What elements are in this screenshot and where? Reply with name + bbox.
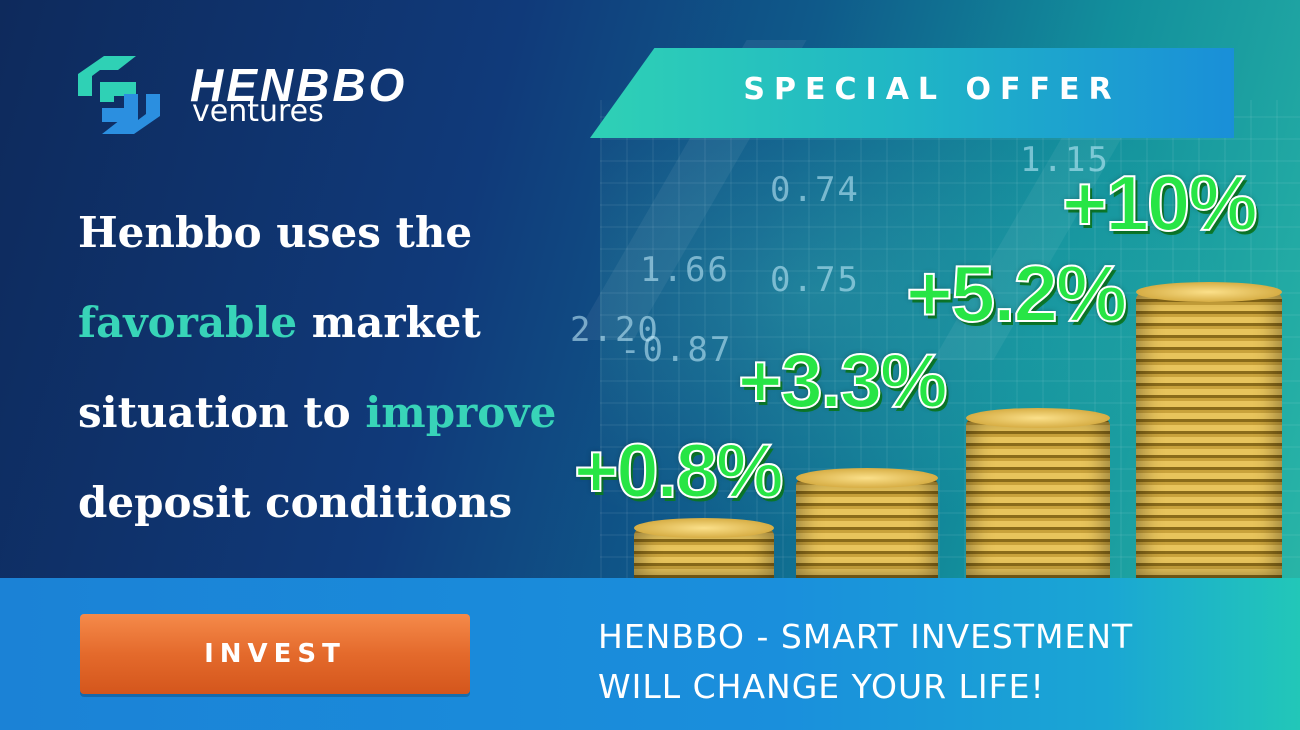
headline-text: market — [297, 298, 481, 347]
coin-stack — [796, 468, 938, 578]
brand-name: HENBBO — [190, 59, 408, 111]
rate-label: +0.8% — [573, 428, 785, 515]
coin-stack — [634, 518, 774, 578]
ticker-value: 0.75 — [770, 260, 860, 300]
henbbo-logo-icon — [78, 56, 160, 134]
special-offer-label: SPECIAL OFFER — [743, 72, 1121, 107]
ticker-value: 0.74 — [770, 170, 860, 210]
coin-stack — [1136, 282, 1282, 578]
ticker-value: 1.15 — [1020, 140, 1110, 180]
headline-line: favorable market — [78, 278, 618, 368]
coin-stack — [966, 408, 1110, 578]
special-offer-ribbon: SPECIAL OFFER — [590, 48, 1234, 138]
brand-subtitle: ventures — [192, 94, 324, 129]
headline-text: Henbbo uses the — [78, 208, 473, 257]
rate-label: +10% — [1061, 158, 1259, 248]
tagline: HENBBO - SMART INVESTMENT WILL CHANGE YO… — [598, 612, 1133, 712]
headline: Henbbo uses the favorable market situati… — [78, 188, 618, 548]
headline-line: deposit conditions — [78, 458, 618, 548]
ticker-value: 2.20 — [570, 310, 660, 350]
rate-label: +5.2% — [905, 248, 1128, 339]
bottom-bar: INVEST HENBBO - SMART INVESTMENT WILL CH… — [0, 578, 1300, 730]
tagline-line: HENBBO - SMART INVESTMENT — [598, 617, 1134, 656]
headline-highlight: improve — [365, 388, 557, 437]
headline-text: deposit conditions — [78, 478, 513, 527]
invest-button[interactable]: INVEST — [80, 614, 470, 694]
rate-label: +3.3% — [737, 338, 949, 425]
headline-line: Henbbo uses the — [78, 188, 618, 278]
tagline-line: WILL CHANGE YOUR LIFE! — [598, 667, 1045, 706]
ticker-value: 1.66 — [640, 250, 730, 290]
headline-highlight: favorable — [78, 298, 298, 347]
headline-text: situation to — [78, 388, 366, 437]
headline-line: situation to improve — [78, 368, 618, 458]
ticker-value: -0.87 — [620, 330, 733, 370]
